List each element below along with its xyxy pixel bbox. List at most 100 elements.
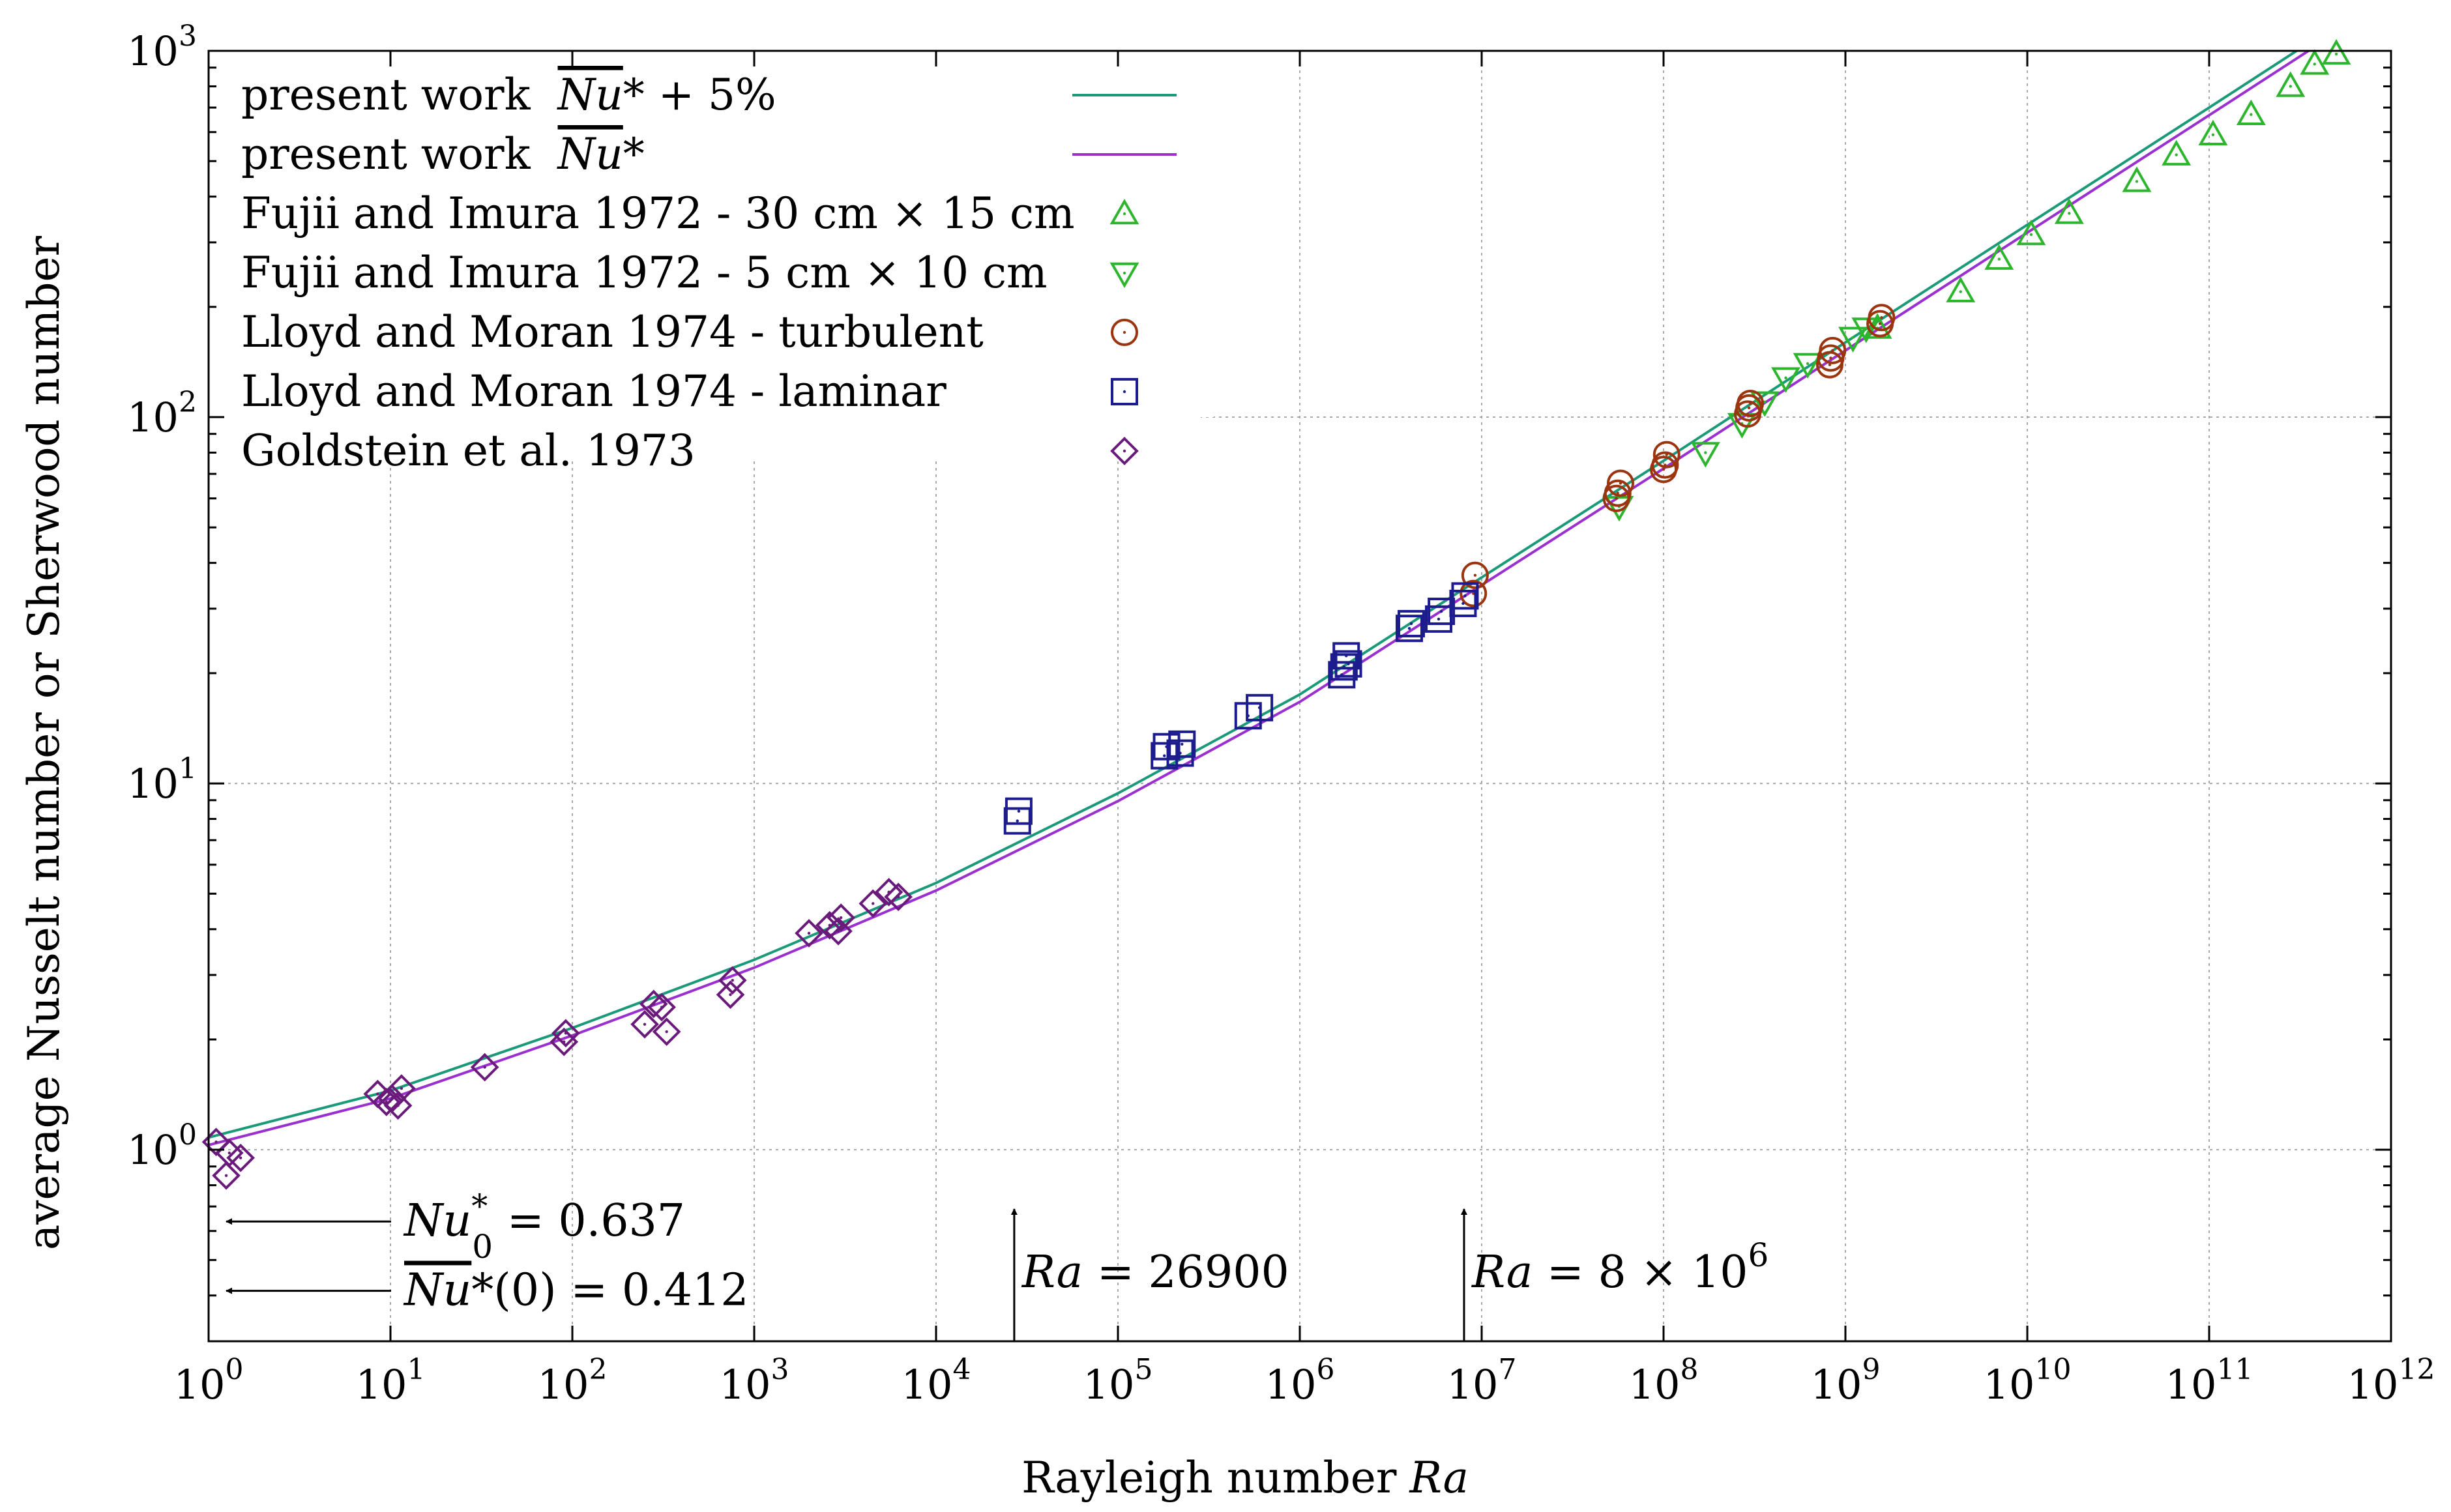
data-point-4-center [1878, 322, 1882, 325]
x-tick-exp: 3 [771, 1353, 789, 1386]
data-point-6-center [643, 1023, 647, 1026]
data-point-6 [859, 889, 888, 918]
data-point-4-center [1880, 316, 1883, 319]
data-point-5-center [1463, 594, 1467, 598]
y-tick-base: 10 [127, 394, 179, 441]
annotation-ra-26900: Ra = 26900 [1021, 1247, 1289, 1298]
data-point-6-center [665, 1030, 668, 1034]
data-point-6 [824, 916, 853, 946]
data-point-6-center [660, 1006, 664, 1009]
x-tick-exp: 2 [589, 1353, 607, 1386]
data-point-4-center [1748, 401, 1752, 405]
x-tick-exp: 0 [225, 1353, 243, 1386]
data-point-4-center [1829, 356, 1832, 360]
x-tick-base: 10 [2347, 1361, 2399, 1408]
y-tick-exp: 1 [179, 752, 197, 785]
y-tick-base: 10 [127, 1126, 179, 1174]
data-point-6 [383, 1091, 413, 1120]
data-point-4 [1651, 451, 1679, 479]
data-point-6-center [872, 902, 875, 905]
data-point-6-center [224, 1174, 228, 1177]
data-point-5-center [1439, 609, 1443, 613]
data-point-3 [1793, 353, 1823, 379]
data-point-5-center [1163, 754, 1166, 757]
legend-swatch-marker-2-center [1123, 212, 1126, 216]
legend-swatch-marker-6 [1110, 437, 1139, 465]
annotation-nubar0: Nu*(0) = 0.412 [403, 1265, 749, 1316]
data-point-2 [2122, 166, 2152, 192]
data-point-6-center [839, 916, 843, 920]
data-point-5 [1328, 661, 1356, 689]
data-point-5 [1424, 605, 1452, 633]
data-point-2-center [2211, 133, 2215, 136]
legend-swatch-marker-6-center [1123, 449, 1126, 453]
y-tick-exp: 0 [179, 1118, 197, 1152]
data-point-2 [2162, 139, 2192, 166]
data-point-6-center [227, 1151, 231, 1155]
x-tick-label: 100 [174, 1353, 244, 1408]
x-tick-label: 1011 [2165, 1353, 2253, 1408]
x-tick-base: 10 [1083, 1361, 1135, 1408]
legend-label-2: Fujii and Imura 1972 - 30 cm × 15 cm [241, 188, 1075, 239]
x-tick-exp: 8 [1680, 1353, 1698, 1386]
data-point-5 [1330, 653, 1358, 681]
data-point-4 [1606, 469, 1634, 497]
data-point-3 [1851, 317, 1881, 343]
x-tick-exp: 11 [2216, 1353, 2253, 1386]
x-axis-title: Rayleigh number Ra [1021, 1453, 1469, 1503]
data-point-2 [2236, 99, 2266, 126]
data-point-4-center [1615, 497, 1618, 500]
data-point-5 [1451, 582, 1479, 610]
x-tick-base: 10 [2165, 1361, 2217, 1408]
data-point-5-center [1345, 654, 1348, 658]
x-tick-exp: 9 [1862, 1353, 1880, 1386]
data-point-3-center [1704, 451, 1707, 454]
data-point-6 [639, 989, 668, 1019]
x-tick-exp: 5 [1134, 1353, 1152, 1386]
legend: present work Nu* + 5%present work Nu*Fuj… [241, 70, 1177, 476]
y-axis-title: average Nusselt number or Sherwood numbe… [19, 235, 69, 1250]
data-point-2 [2276, 71, 2306, 97]
legend-swatch-marker-3-center [1123, 271, 1126, 275]
data-point-2 [2054, 198, 2084, 224]
x-tick-label: 108 [1629, 1353, 1699, 1408]
data-point-4-center [1665, 453, 1668, 456]
annotation-ra-8e6-text: = 8 × 10 [1533, 1247, 1748, 1298]
x-tick-base: 10 [720, 1361, 771, 1408]
data-point-5 [1166, 739, 1194, 767]
data-point-2-center [2313, 63, 2316, 66]
y-tick-base: 10 [127, 27, 179, 75]
x-axis-title-text: Rayleigh number [1021, 1453, 1397, 1503]
data-point-2-center [2175, 153, 2178, 156]
data-point-3-center [1851, 336, 1855, 340]
data-point-2-center [1997, 257, 2001, 261]
data-point-4-center [1619, 482, 1622, 485]
data-point-5 [1334, 650, 1362, 678]
x-tick-exp: 12 [2398, 1353, 2435, 1386]
data-point-5-center [1409, 622, 1413, 626]
annotation-ra-8e6-sup: 6 [1748, 1236, 1769, 1274]
data-point-4-center [1473, 574, 1477, 577]
x-tick-base: 10 [1265, 1361, 1317, 1408]
data-point-5 [1168, 730, 1196, 758]
data-point-6-center [807, 931, 811, 935]
data-point-4-center [1747, 406, 1751, 410]
data-point-6 [630, 1010, 659, 1039]
y-tick-label: 103 [127, 20, 197, 75]
data-point-2-center [2135, 180, 2139, 183]
y-tick-label: 101 [127, 752, 197, 807]
x-tick-label: 1010 [1984, 1353, 2072, 1408]
x-tick-exp: 6 [1316, 1353, 1334, 1386]
data-point-5 [1332, 642, 1360, 670]
data-point-6-center [214, 1141, 218, 1144]
data-point-5-center [1347, 662, 1350, 665]
data-point-4-center [1662, 468, 1666, 471]
legend-label-suffix: * + 5% [623, 70, 776, 120]
annotation-nu0-text: = 0.637 [493, 1195, 685, 1247]
data-point-6 [716, 980, 745, 1010]
data-point-5 [1428, 598, 1456, 626]
data-point-5-center [1461, 602, 1465, 605]
annotation-nubar0-symbol: Nu [403, 1265, 471, 1316]
data-point-6 [551, 1019, 580, 1048]
data-point-6-center [400, 1086, 404, 1090]
